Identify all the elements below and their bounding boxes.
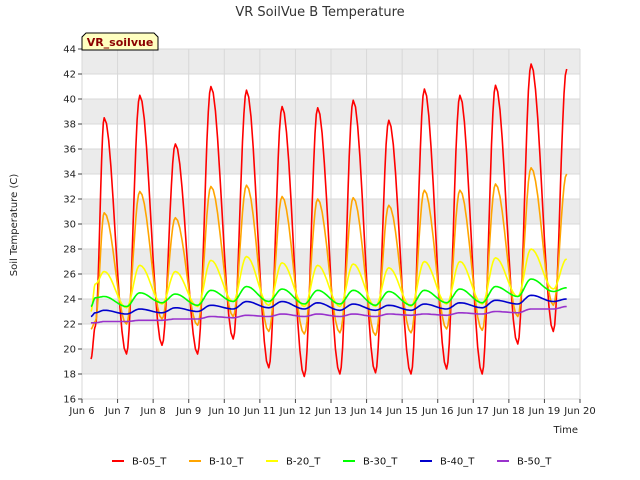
legend-item-b-05_t: B-05_T (112, 457, 167, 468)
legend: B-05_T B-10_T B-20_T B-30_T B-40_T B-50_T (112, 457, 552, 468)
legend-item-b-10_t: B-10_T (189, 457, 244, 468)
y-tick-label: 20 (63, 345, 76, 356)
legend-label: B-10_T (209, 457, 244, 468)
legend-label: B-20_T (286, 457, 321, 468)
x-tick-label: Jun 8 (140, 406, 166, 417)
y-tick-label: 34 (63, 170, 76, 181)
y-tick-label: 26 (63, 270, 76, 281)
y-tick-label: 40 (63, 95, 76, 106)
x-tick-label: Jun 15 (385, 406, 418, 417)
x-tick-label: Jun 10 (208, 406, 241, 417)
x-tick-label: Jun 14 (350, 406, 383, 417)
legend-item-b-20_t: B-20_T (266, 457, 321, 468)
x-tick-label: Jun 12 (279, 406, 312, 417)
badge: VR_soilvue (81, 32, 159, 51)
x-tick-label: Jun 20 (563, 406, 596, 417)
y-axis-label: Soil Temperature (C) (9, 174, 20, 277)
series-layer (90, 63, 568, 378)
y-tick-label: 36 (63, 145, 76, 156)
x-tick-label: Jun 19 (528, 406, 561, 417)
series-line-b-30_t (90, 278, 567, 308)
x-tick-label: Jun 11 (243, 406, 276, 417)
legend-label: B-50_T (517, 457, 552, 468)
y-tick-label: 24 (63, 295, 76, 306)
series-line-b-40_t (90, 294, 567, 318)
y-tick-label: 42 (63, 70, 76, 81)
y-tick-label: 18 (63, 370, 76, 381)
badge-label: VR_soilvue (87, 36, 154, 49)
series-line-b-20_t (90, 248, 568, 312)
y-tick-label: 16 (63, 395, 76, 406)
legend-item-b-30_t: B-30_T (343, 457, 398, 468)
x-tick-label: Jun 17 (457, 406, 490, 417)
legend-label: B-30_T (363, 457, 398, 468)
x-tick-label: Jun 13 (314, 406, 347, 417)
legend-item-b-40_t: B-40_T (420, 457, 475, 468)
x-tick-label: Jun 9 (175, 406, 201, 417)
y-tick-label: 44 (63, 45, 76, 56)
legend-label: B-40_T (440, 457, 475, 468)
legend-item-b-50_t: B-50_T (497, 457, 552, 468)
series-line-b-50_t (90, 305, 567, 324)
y-tick-label: 38 (63, 120, 76, 131)
x-axis-ticks: Jun 6 Jun 7 Jun 8 Jun 9 Jun 10 Jun 11 Jun 12 Ju… (68, 399, 596, 417)
x-tick-label: Jun 7 (104, 406, 130, 417)
x-tick-label: Jun 18 (492, 406, 525, 417)
x-tick-label: Jun 6 (68, 406, 94, 417)
y-axis-ticks: 16 18 20 22 24 26 28 30 32 34 36 38 40 42 44 (63, 45, 82, 406)
y-tick-label: 32 (63, 195, 76, 206)
x-axis-label: Time (553, 425, 578, 436)
y-tick-label: 28 (63, 245, 76, 256)
legend-label: B-05_T (132, 457, 167, 468)
y-tick-label: 22 (63, 320, 76, 331)
y-tick-label: 30 (63, 220, 76, 231)
chart-title: VR SoilVue B Temperature (235, 5, 404, 20)
x-tick-label: Jun 16 (421, 406, 454, 417)
